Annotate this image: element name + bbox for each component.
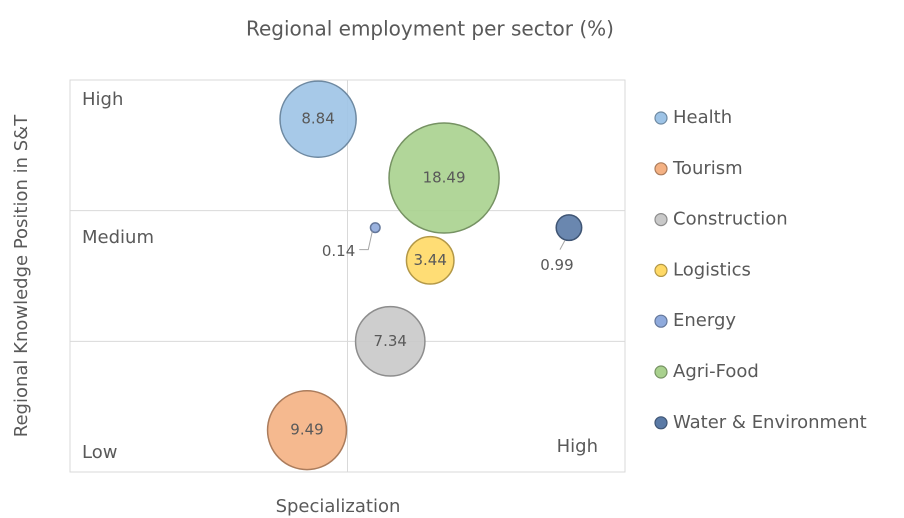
data-label: 9.49 [290, 421, 323, 439]
legend-marker [654, 263, 668, 277]
data-label: 18.49 [423, 169, 466, 187]
legend-label: Energy [673, 310, 736, 331]
legend-marker [654, 365, 668, 379]
legend-marker [654, 314, 668, 328]
legend-label: Water & Environment [673, 412, 867, 433]
leader-line [359, 231, 373, 251]
legend-label: Tourism [672, 158, 743, 179]
legend-marker [654, 416, 668, 430]
annotation: High [557, 436, 598, 457]
annotation: Low [82, 442, 117, 463]
bubble [354, 305, 426, 377]
data-label: 7.34 [374, 332, 407, 350]
data-label: 0.14 [322, 242, 355, 260]
bubble [388, 122, 500, 234]
legend-marker [654, 213, 668, 227]
bubble [369, 222, 381, 234]
data-label: 8.84 [301, 110, 334, 128]
legend-label: Agri-Food [673, 361, 759, 382]
annotation: Medium [82, 227, 154, 248]
bubble [405, 235, 455, 285]
legend-marker [654, 162, 668, 176]
legend-label: Logistics [673, 259, 751, 280]
data-label: 0.99 [540, 256, 573, 274]
chart-title: Regional employment per sector (%) [246, 17, 614, 41]
leader-line [559, 240, 566, 250]
bubble [266, 390, 348, 471]
legend-label: Construction [673, 209, 788, 230]
annotation: High [82, 89, 123, 110]
bubble [279, 80, 357, 159]
data-label: 3.44 [413, 251, 446, 269]
legend-label: Health [673, 107, 732, 128]
legend-marker [654, 111, 668, 125]
bubble [555, 214, 583, 242]
x-axis-label: Specialization [276, 496, 401, 517]
y-axis-label: Regional Knowledge Position in S&T [11, 114, 32, 437]
